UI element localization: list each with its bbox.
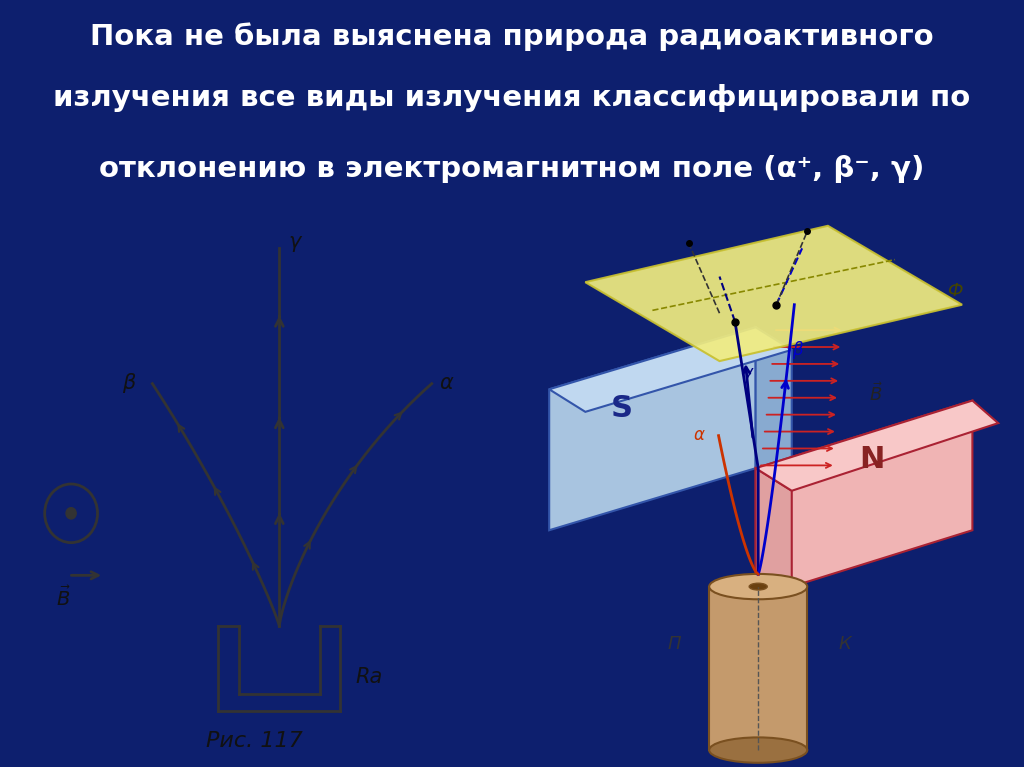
Polygon shape [710, 587, 807, 750]
Text: Ф: Ф [946, 282, 963, 300]
Ellipse shape [710, 574, 807, 599]
Text: γ: γ [289, 232, 301, 252]
Text: α: α [439, 374, 453, 393]
Polygon shape [549, 328, 792, 412]
Text: S: S [611, 394, 633, 423]
Text: β: β [792, 341, 803, 360]
Polygon shape [586, 225, 963, 361]
Text: К: К [839, 634, 851, 653]
Polygon shape [756, 400, 973, 598]
Ellipse shape [750, 583, 767, 590]
Text: Ra: Ra [355, 667, 383, 686]
Text: γ: γ [742, 364, 753, 382]
Text: излучения все виды излучения классифицировали по: излучения все виды излучения классифицир… [53, 84, 971, 111]
Ellipse shape [710, 737, 807, 762]
Polygon shape [549, 328, 756, 530]
Text: отклонению в электромагнитном поле (α⁺, β⁻, γ): отклонению в электромагнитном поле (α⁺, … [99, 155, 925, 183]
Text: П: П [668, 634, 681, 653]
Text: Рис. 117: Рис. 117 [206, 731, 302, 751]
Circle shape [66, 508, 76, 519]
Polygon shape [756, 468, 792, 621]
Text: $\vec{B}$: $\vec{B}$ [56, 586, 71, 611]
Text: β: β [122, 374, 135, 393]
Polygon shape [756, 328, 792, 491]
Text: α: α [693, 426, 705, 444]
Text: Пока не была выяснена природа радиоактивного: Пока не была выяснена природа радиоактив… [90, 22, 934, 51]
Polygon shape [756, 400, 998, 491]
Text: $\vec{B}$: $\vec{B}$ [869, 382, 884, 404]
Text: N: N [859, 445, 885, 474]
